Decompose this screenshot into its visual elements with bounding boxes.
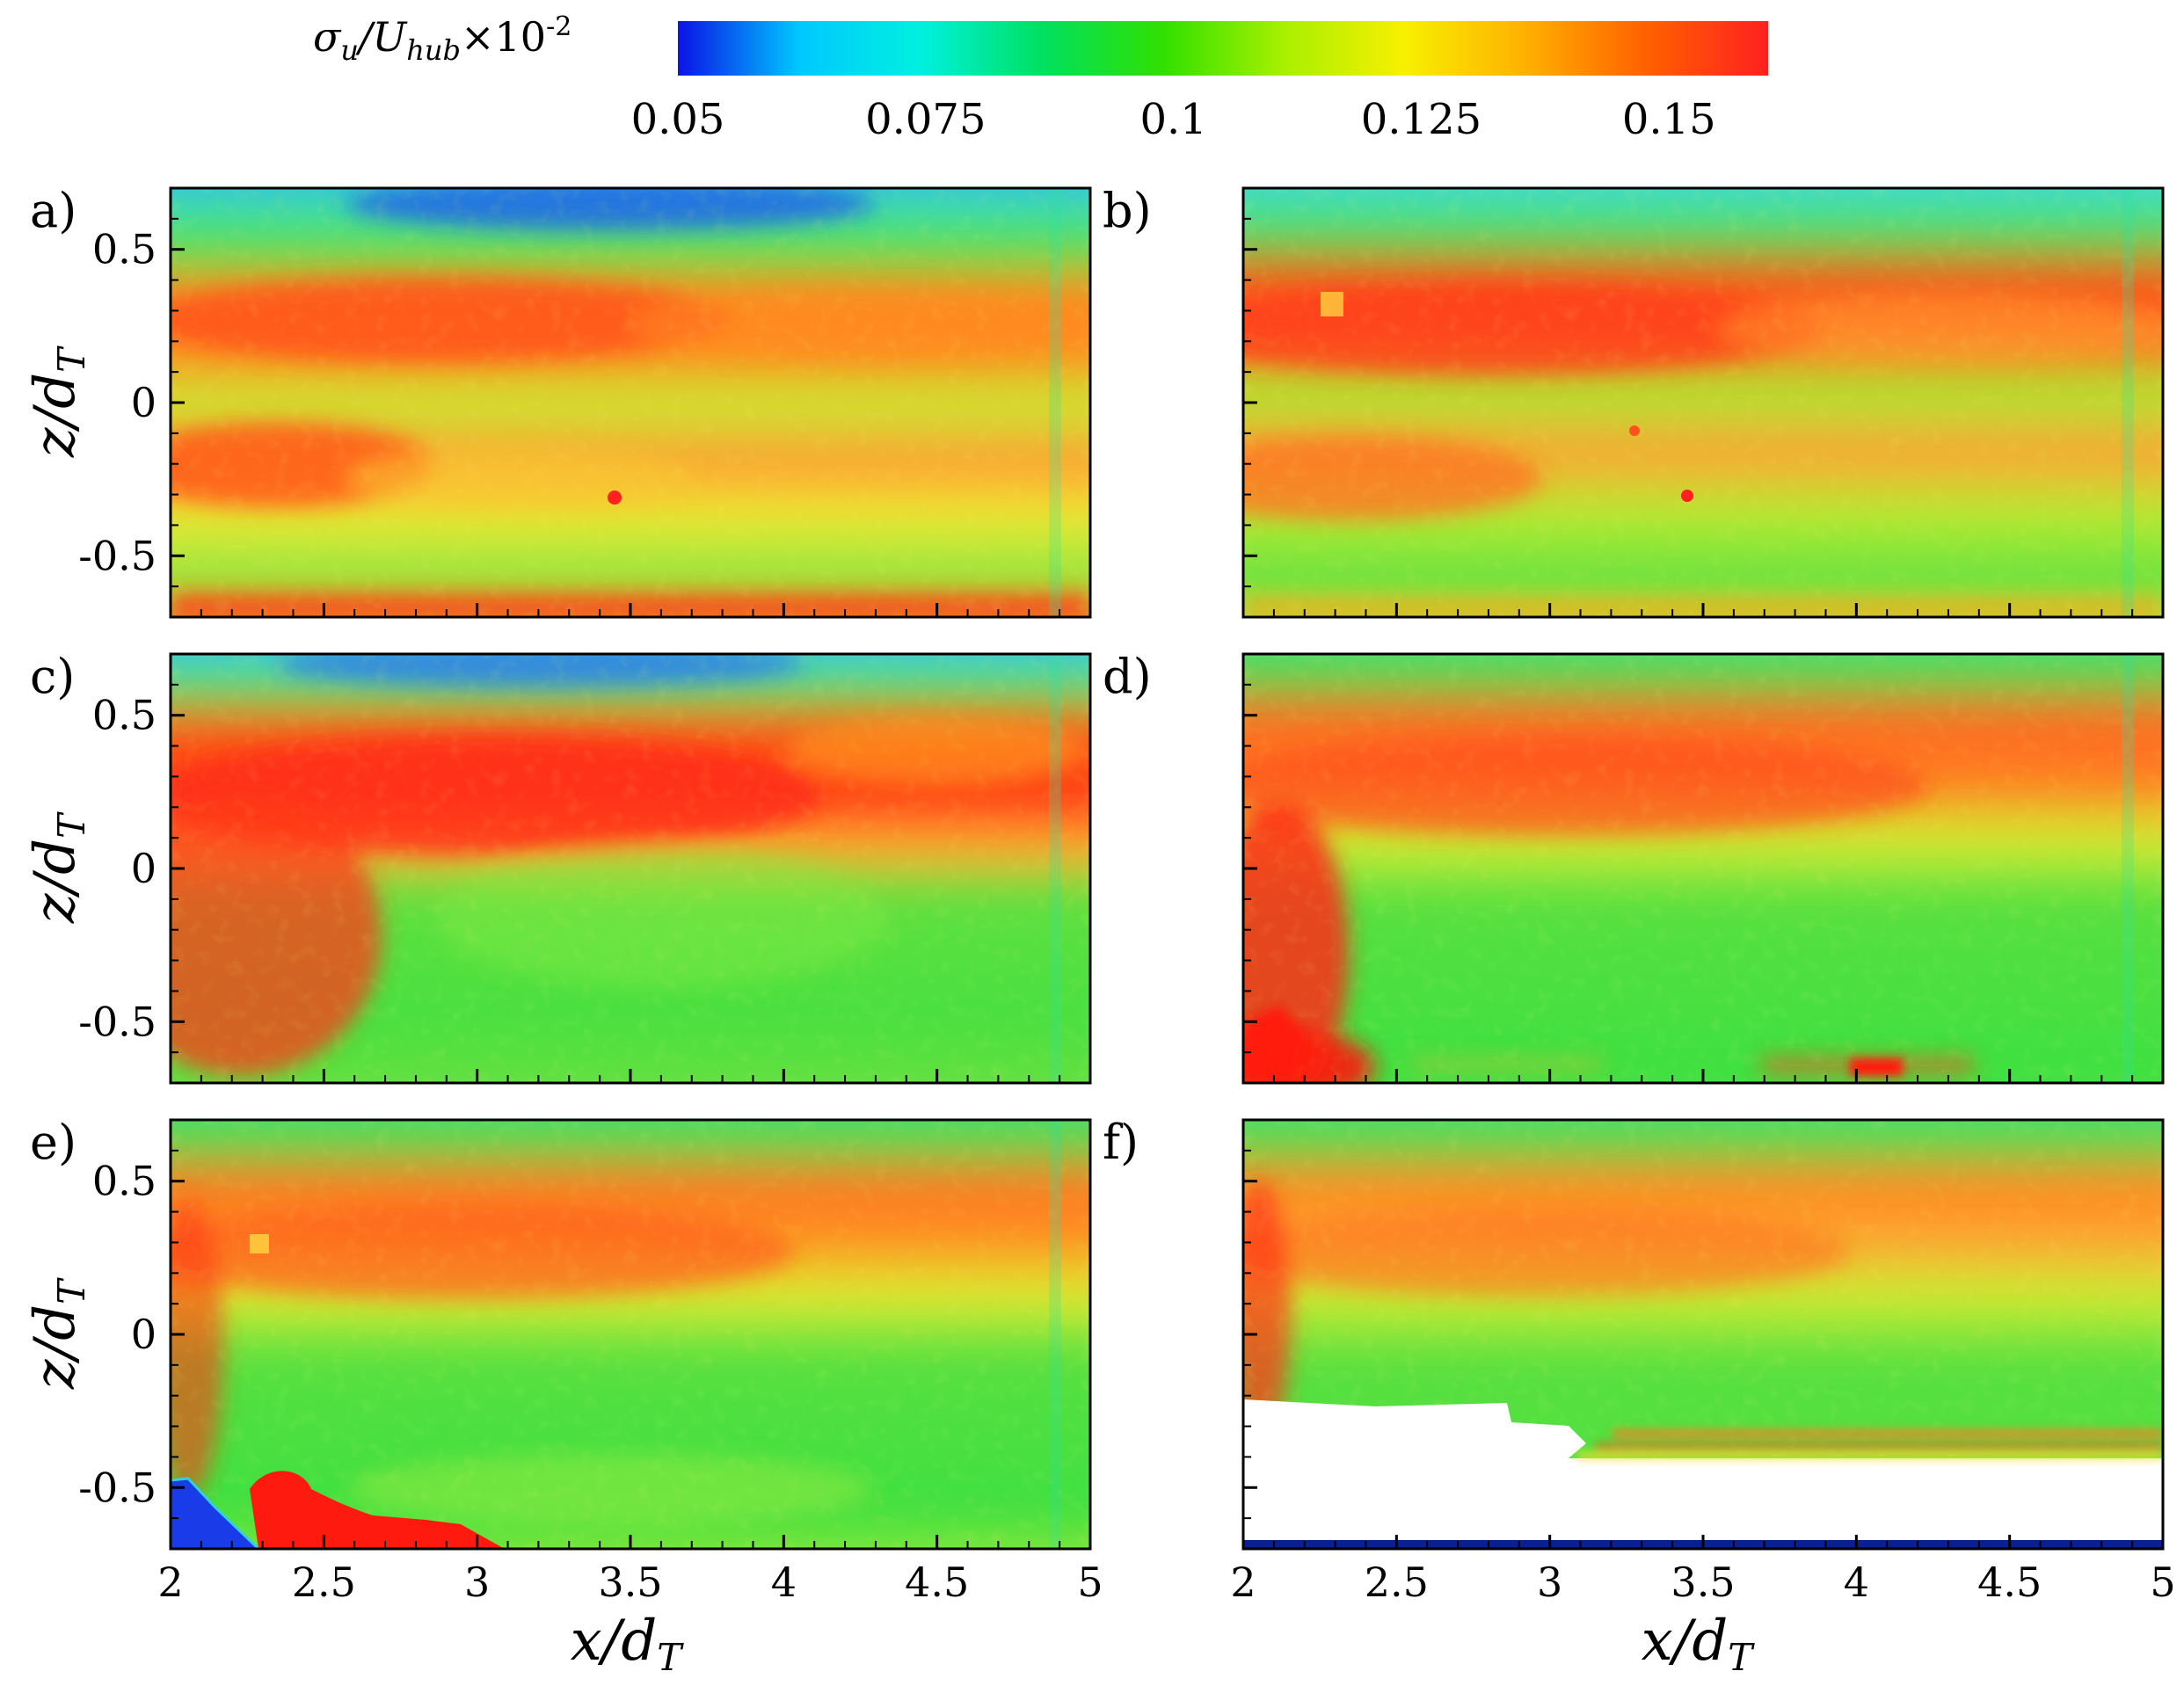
x-tick-label: 5 [2150,1559,2175,1606]
x-tick-label: 3 [464,1559,490,1606]
x-tick-label: 2.5 [292,1559,356,1606]
panel-label: d) [1103,649,1152,704]
y-tick-label: -0.5 [78,1464,157,1511]
y-tick-label: -0.5 [78,998,157,1045]
panel-label: c) [30,649,75,704]
y-tick-label: 0.5 [92,1158,157,1205]
heatmap-field [1243,1120,2163,1549]
x-tick-label: 5 [1077,1559,1103,1606]
x-tick-label: 4 [771,1559,797,1606]
y-axis-title: z/dT [23,345,93,458]
heatmap-field [171,188,1090,617]
heatmap-panel-c: c) 0.5 0 -0.5 z/dT [23,649,1092,1085]
colorbar-gradient [678,21,1768,76]
x-tick-label: 3.5 [1671,1559,1735,1606]
y-tick-label: -0.5 [78,532,157,579]
x-tick-label: 2 [1230,1559,1256,1606]
y-tick-label: 0 [131,379,157,426]
colorbar-tick-label: 0.15 [1622,95,1716,144]
x-tick-label: 2 [157,1559,183,1606]
colorbar-tick-label: 0.125 [1361,95,1481,144]
heatmap-panel-a: a) 0.5 0 -0.5 z/dT [23,183,1092,619]
colorbar-tick-label: 0.1 [1139,95,1206,144]
panel-label: b) [1103,183,1152,238]
heatmap-field [1243,188,2163,617]
y-axis-title: z/dT [23,811,93,924]
colorbar: σu/Uhub×10-2 0.05 0.075 0.1 0.125 0.15 [313,11,1768,144]
heatmap-field [1243,654,2163,1083]
heatmap-field [171,654,1090,1083]
y-tick-label: 0 [131,845,157,892]
y-axis-title: z/dT [23,1277,93,1390]
colorbar-tick-label: 0.05 [631,95,725,144]
heatmap-panel-d: d) [1103,649,2165,1085]
x-tick-label: 4.5 [1977,1559,2042,1606]
x-tick-label: 3.5 [598,1559,662,1606]
panel-label: e) [30,1115,76,1170]
heatmap-field [171,1120,1090,1549]
x-axis-title-right: x/dT [1642,1609,1756,1679]
heatmap-panel-e: e) 0.5 0 -0.5 2 2.5 3 3.5 4 4.5 5 z/dT [23,1115,1103,1606]
y-tick-label: 0.5 [92,692,157,739]
x-tick-label: 4 [1844,1559,1869,1606]
y-tick-label: 0 [131,1311,157,1358]
panel-label: a) [30,183,76,238]
x-axis-title-left: x/dT [571,1609,685,1679]
colorbar-tick-label: 0.075 [865,95,986,144]
y-tick-label: 0.5 [92,226,157,273]
heatmap-panel-f: f) 2 2.5 3 3.5 4 4.5 5 [1103,1115,2176,1606]
heatmap-panel-b: b) [1103,183,2165,619]
x-tick-label: 3 [1537,1559,1562,1606]
panel-label: f) [1103,1115,1139,1170]
colorbar-label: σu/Uhub×10-2 [313,11,571,67]
x-tick-label: 4.5 [905,1559,969,1606]
x-tick-label: 2.5 [1365,1559,1429,1606]
